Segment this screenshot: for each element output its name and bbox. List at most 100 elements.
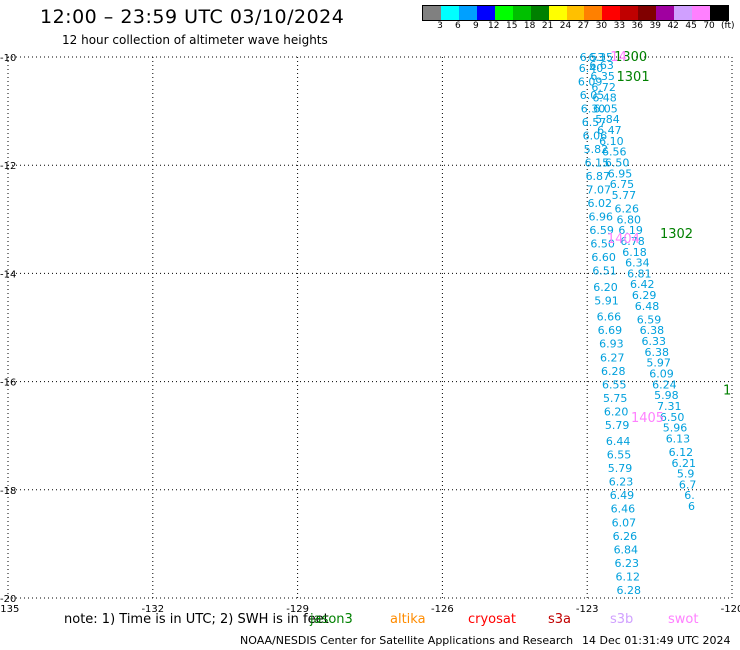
wave-height-value: 6. [684,489,695,502]
pass-time-label: 1300 [614,50,647,65]
wave-height-value: 6.12 [615,570,640,583]
legend-bin-label: 45 [685,21,697,31]
legend-swatch [458,6,477,20]
map-subtitle: 12 hour collection of altimeter wave hei… [62,33,328,47]
wave-height-value: 5.77 [612,189,637,202]
wave-height-value: 6.26 [613,530,638,543]
legend-bin-label: 6 [455,21,461,31]
legend-bin-label: 36 [631,21,644,31]
wave-height-value: 6.50 [605,156,630,169]
wave-height-value: 6.33 [642,335,667,348]
wave-height-value: 6.10 [599,135,624,148]
wave-height-value: 6.66 [597,311,622,324]
wave-height-value: 6.59 [589,224,614,237]
wave-height-value: 6.42 [630,278,655,291]
legend-swatch [710,6,728,20]
wave-height-value: 6.23 [615,557,640,570]
satellite-label-altika: altika [390,612,426,627]
pass-time-label: 1301 [617,70,650,85]
satellite-label-s3a: s3a [548,612,572,627]
map-title: 12:00 – 23:59 UTC 03/10/2024 [40,6,345,28]
credit-line: NOAA/NESDIS Center for Satellite Applica… [240,634,574,647]
wave-height-value: 5.91 [594,294,619,307]
lat-tick-label: -20 [0,594,16,605]
wave-height-value: 6.87 [586,170,611,183]
pass-time-label: 14 [610,50,627,65]
legend-bin-label: 18 [523,21,536,31]
wave-height-value: 6.81 [627,267,652,280]
wave-height-value: 6.55 [602,378,627,391]
wave-height-value: 6.24 [652,378,677,391]
wave-height-value: 5.97 [646,357,671,370]
wave-height-value: 6.26 [615,202,640,215]
legend-swatch [584,6,603,20]
wave-height-value: 6.48 [592,92,617,105]
legend-swatch [494,6,513,20]
wave-height-value: 6.07 [612,516,637,529]
legend-bin-label: 33 [613,21,626,31]
wave-height-value: 6.72 [591,81,616,94]
pass-time-label: 1302 [660,227,693,242]
wave-height-value: 6.57 [582,116,607,129]
legend-swatch [476,6,495,20]
wave-height-value: 6.53 [580,51,605,64]
wave-height-value: 5.84 [595,113,620,126]
lat-tick-label: -18 [0,486,16,497]
legend-bin-label: 70 [703,21,715,31]
wave-height-value: 6.78 [620,235,645,248]
wave-height-value: 6.09 [649,367,674,380]
legend-bin-label: 9 [472,21,479,31]
legend-swatch [692,6,710,20]
lon-tick-label: -120 [721,604,740,615]
wave-height-value: 6.23 [609,476,634,489]
lat-tick-label: -10 [0,53,16,64]
pass-time-label: 1 [723,384,731,399]
wave-height-value: 6.28 [601,365,626,378]
wave-height-value: 6.63 [589,59,614,72]
wave-height-value: 6.15 [585,156,610,169]
wave-height-value: 6.18 [622,246,647,259]
wave-height-value: 6.20 [604,405,629,418]
lat-tick-label: -16 [0,378,16,389]
lon-tick-label: -123 [576,604,599,615]
lon-tick-label: -135 [0,604,19,615]
wave-height-value: 6.44 [606,435,631,448]
wave-height-value: 6.20 [593,281,618,294]
satellite-label-s3b: s3b [610,612,634,627]
lon-tick-label: -129 [286,604,309,615]
legend-swatch [656,6,675,20]
wave-height-value: 6.05 [580,89,605,102]
wave-height-value: 5.79 [608,462,633,475]
wave-height-value: 6.21 [671,457,696,470]
wave-height-value: 6.95 [608,167,633,180]
legend-bin-label: 24 [559,21,572,31]
legend-swatch [530,6,549,20]
legend-swatch [602,6,621,20]
pass-time-label: 1404 [607,232,640,247]
wave-height-value: 6.80 [616,213,641,226]
wave-height-value: 6.50 [660,411,685,424]
wave-height-value: 6.55 [607,449,632,462]
wave-height-value: 6.60 [591,251,616,264]
legend-swatch [440,6,459,20]
wave-height-value: 6.12 [669,446,694,459]
wave-height-value: 6.49 [610,489,635,502]
wave-height-value: 7.31 [657,400,682,413]
legend-bin-label: 27 [577,21,590,31]
wave-height-value: 6.75 [610,178,635,191]
legend-bin-label: 15 [505,21,518,31]
satellite-label-jason3: jason3 [310,612,353,627]
satellite-label-swot: swot [668,612,699,627]
wave-height-value: 5.79 [605,419,630,432]
wave-height-value: 6.28 [616,584,641,597]
wave-height-value: 5.82 [584,143,609,156]
wave-height-value: 6.38 [644,346,669,359]
wave-height-value: 6.35 [588,51,613,64]
wave-height-value: 6.96 [588,211,613,224]
wave-height-value: 6.48 [635,300,660,313]
wave-height-value: 6.47 [597,124,622,137]
wave-height-value: 7.07 [587,184,612,197]
wave-height-value: 5.75 [603,392,628,405]
wave-height-value: 6.38 [640,324,665,337]
